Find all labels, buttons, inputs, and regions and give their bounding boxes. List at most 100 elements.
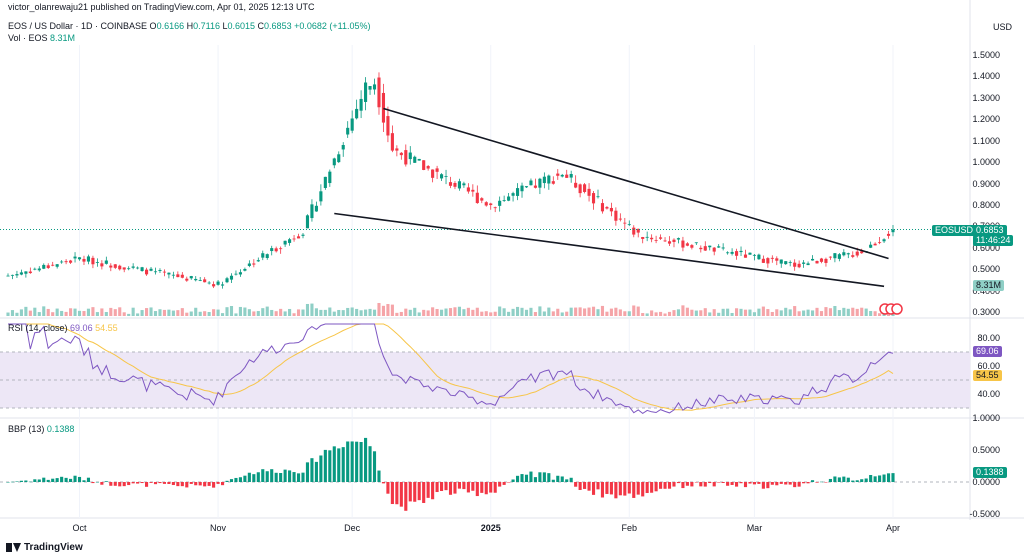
candle-body bbox=[672, 239, 676, 242]
candle-body bbox=[511, 193, 515, 196]
bbp-bar bbox=[332, 446, 336, 482]
volume-bar bbox=[122, 312, 126, 316]
candle-body bbox=[127, 268, 131, 270]
bbp-bar bbox=[368, 446, 372, 482]
candle-body bbox=[19, 272, 23, 275]
candle-body bbox=[252, 263, 256, 265]
volume-bar bbox=[189, 311, 193, 316]
candle-body bbox=[873, 243, 877, 246]
volume-bar bbox=[64, 311, 68, 316]
candle-body bbox=[569, 173, 573, 178]
bbp-bar bbox=[100, 482, 104, 485]
bbp-bar bbox=[256, 472, 260, 482]
candle-body bbox=[243, 268, 247, 271]
candle-body bbox=[824, 258, 828, 263]
bbp-bar bbox=[198, 482, 202, 486]
volume-bar bbox=[194, 307, 198, 316]
bbp-bar bbox=[623, 482, 627, 496]
candle-body bbox=[578, 184, 582, 194]
volume-bar bbox=[654, 312, 658, 316]
volume-bar bbox=[171, 310, 175, 316]
bbp-bar bbox=[60, 476, 64, 482]
candle-body bbox=[355, 108, 359, 119]
volume-bar bbox=[19, 309, 23, 316]
candle-body bbox=[91, 257, 95, 265]
candle-body bbox=[15, 274, 19, 276]
candle-body bbox=[878, 242, 882, 244]
bbp-bar bbox=[489, 482, 493, 493]
bbp-bar bbox=[95, 481, 99, 483]
volume-bar bbox=[605, 311, 609, 316]
volume-bar bbox=[216, 309, 220, 316]
bbp-bar bbox=[288, 470, 292, 482]
candle-body bbox=[100, 263, 104, 267]
volume-bar bbox=[627, 311, 631, 316]
candle-body bbox=[860, 251, 864, 254]
volume-bar bbox=[498, 306, 502, 316]
bbp-bar bbox=[448, 482, 453, 495]
volume-bar bbox=[533, 312, 537, 316]
volume-bar bbox=[730, 312, 734, 316]
bbp-bar bbox=[618, 482, 622, 496]
bbp-bar bbox=[113, 482, 117, 486]
candle-body bbox=[735, 251, 739, 256]
time-axis-label: Apr bbox=[885, 523, 901, 533]
volume-bar bbox=[158, 309, 162, 316]
bbp-bar bbox=[225, 480, 229, 482]
volume-bar bbox=[212, 309, 216, 316]
bbp-bar bbox=[372, 451, 377, 482]
volume-bar bbox=[855, 308, 859, 316]
candle-body bbox=[189, 276, 193, 279]
bbp-bar bbox=[171, 482, 175, 486]
footer-brand: TradingView bbox=[6, 542, 83, 553]
candle-body bbox=[493, 207, 497, 209]
candle-body bbox=[752, 254, 756, 256]
bbp-bar bbox=[15, 481, 19, 482]
candle-body bbox=[596, 196, 600, 198]
volume-bar bbox=[42, 306, 46, 316]
bbp-bar bbox=[42, 477, 46, 482]
volume-bar bbox=[757, 308, 761, 316]
candle-body bbox=[305, 215, 310, 229]
volume-value: 8.31M bbox=[50, 33, 76, 43]
volume-bar bbox=[274, 311, 278, 316]
candle-body bbox=[118, 265, 122, 270]
volume-bar bbox=[851, 307, 855, 316]
bbp-bar bbox=[471, 482, 475, 491]
volume-bar bbox=[766, 309, 770, 316]
bbp-bar bbox=[654, 482, 658, 492]
bbp-bar bbox=[220, 482, 225, 486]
bbp-bar bbox=[346, 441, 350, 482]
bbp-bar bbox=[422, 482, 426, 503]
candle-body bbox=[681, 240, 685, 248]
volume-bar bbox=[493, 311, 497, 316]
candle-body bbox=[507, 196, 511, 201]
candle-body bbox=[788, 262, 792, 263]
candle-body bbox=[162, 271, 166, 273]
volume-bar bbox=[659, 311, 663, 316]
bbp-bar bbox=[386, 482, 390, 494]
candle-body bbox=[565, 174, 569, 178]
volume-bar bbox=[314, 308, 318, 316]
bbp-bar bbox=[891, 473, 895, 482]
candle-body bbox=[533, 185, 537, 188]
bbp-bar bbox=[663, 482, 667, 489]
volume-bar bbox=[377, 302, 381, 316]
volume-bar bbox=[440, 309, 444, 316]
footer-text: TradingView bbox=[24, 542, 83, 553]
bbp-bar bbox=[189, 482, 193, 484]
volume-bar bbox=[10, 310, 15, 316]
candle-body bbox=[784, 261, 788, 265]
volume-bar bbox=[529, 307, 533, 316]
candle-body bbox=[77, 257, 82, 260]
candle-body bbox=[301, 234, 305, 236]
candle-body bbox=[717, 246, 721, 248]
volume-bar bbox=[591, 306, 596, 316]
volume-bar bbox=[846, 308, 850, 316]
bbp-bar bbox=[524, 474, 529, 482]
candle-body bbox=[489, 203, 493, 206]
volume-bar bbox=[270, 309, 274, 316]
candle-body bbox=[104, 260, 108, 264]
candle-body bbox=[842, 252, 846, 256]
